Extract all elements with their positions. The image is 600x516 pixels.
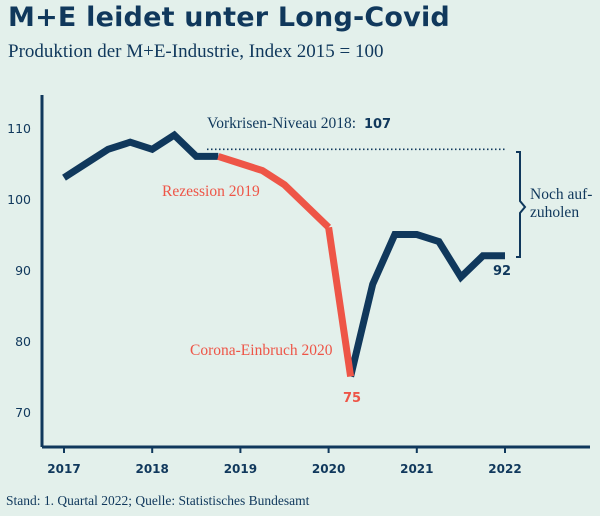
reference-line-label: Vorkrisen-Niveau 2018: 107	[207, 115, 391, 132]
series-lines	[62, 130, 505, 378]
recession-label: Rezession 2019	[162, 183, 260, 200]
y-tick-label: 110	[7, 121, 31, 136]
chart-title: M+E leidet unter Long-Covid	[8, 2, 450, 33]
last-value-label: 92	[493, 264, 511, 279]
y-tick-label: 80	[15, 334, 31, 349]
source-footnote: Stand: 1. Quartal 2022; Quelle: Statisti…	[6, 493, 310, 508]
min-value-label: 75	[343, 391, 361, 406]
x-tick-label: 2019	[224, 462, 257, 476]
gap-label-line1: Noch auf-	[530, 186, 592, 203]
series-segment-normal	[62, 130, 219, 181]
y-tick-label: 90	[15, 263, 31, 278]
gap-label-line2: zuholen	[530, 204, 579, 221]
x-tick-label: 2017	[47, 462, 80, 476]
axes-group: 70 80 90 100 110 2017 2018 2019 2020 2021 2022	[7, 95, 590, 476]
series-segment-corona-einbruch-2020	[325, 226, 355, 378]
chart-subtitle: Produktion der M+E-Industrie, Index 2015…	[8, 41, 384, 62]
reference-line-value: 107	[364, 117, 391, 132]
x-tick-label: 2018	[135, 462, 168, 476]
corona-label: Corona-Einbruch 2020	[190, 342, 333, 359]
series-segment-erholung	[347, 231, 505, 378]
x-tick-label: 2022	[488, 462, 521, 476]
x-tick-label: 2020	[312, 462, 345, 476]
gap-brace	[516, 151, 527, 258]
reference-line-text: Vorkrisen-Niveau 2018:	[207, 115, 356, 132]
y-tick-label: 100	[7, 192, 31, 207]
annotation-labels: Rezession 2019 Corona-Einbruch 2020 75 9…	[162, 115, 592, 406]
series-segment-rezession-2019	[217, 153, 332, 230]
y-tick-label: 70	[15, 405, 31, 420]
x-tick-label: 2021	[400, 462, 433, 476]
